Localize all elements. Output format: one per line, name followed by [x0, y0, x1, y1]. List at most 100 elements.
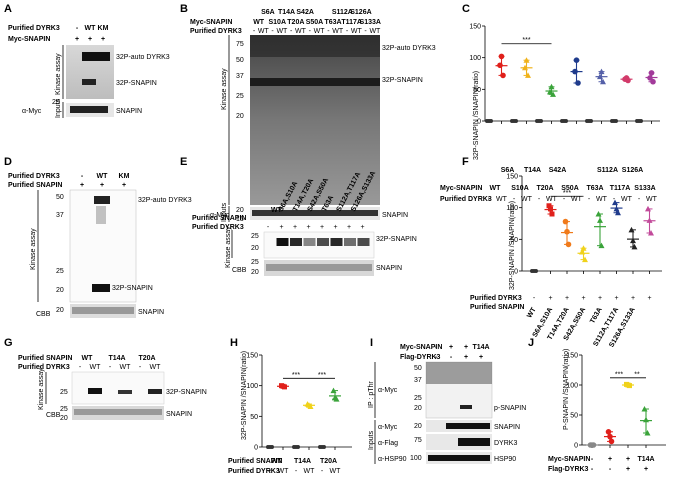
panel-c-xlabel-bottom: WT	[490, 185, 502, 192]
panel-f-point	[549, 211, 555, 217]
panel-f-dyrk3-value: +	[598, 295, 602, 302]
panel-j-row-value: T14A	[637, 456, 654, 463]
panel-g-kinase-blot	[71, 371, 165, 405]
panel-j-ylabel: P-SNAPIN /SNAPIN(ratio)	[563, 349, 570, 430]
panel-b-mw: 20	[236, 113, 244, 120]
panel-b-dyrk3-value: WT	[369, 28, 381, 35]
panel-i-heavy-chain	[426, 362, 492, 384]
panel-c: C 32P-SNAPIN /SNAPIN(ratio) 0 50 100 150 ***…	[440, 3, 660, 203]
panel-b-row-label-2: Purified DYRK3	[190, 28, 242, 35]
panel-h-row-label-2: Purified DYRK3	[228, 468, 280, 475]
panel-j-point	[607, 433, 613, 440]
panel-h-point	[307, 403, 314, 410]
panel-f-row-label-1: Purified DYRK3	[470, 295, 522, 302]
panel-b-mutant-bottom: WT	[253, 19, 265, 26]
panel-g-band-snapin	[74, 409, 162, 415]
panel-i-band-snapin	[446, 423, 490, 429]
panel-a-band-auto	[82, 52, 110, 61]
panel-b-band-snapin	[252, 210, 378, 216]
panel-e-band	[317, 238, 329, 246]
panel-a-r2-v1: +	[75, 36, 79, 43]
panel-i-row-label-2: Flag-DYRK3	[400, 354, 441, 361]
panel-b-mw: 50	[236, 57, 244, 64]
panel-f-point	[579, 249, 585, 255]
panel-c-point	[573, 57, 580, 63]
panel-c-point	[575, 80, 581, 86]
panel-j-sig-label: **	[634, 371, 640, 378]
panel-g-row-label-2: Purified DYRK3	[18, 364, 70, 371]
panel-i-band-dyrk3	[458, 438, 490, 446]
panel-j-ytick-label: 50	[570, 413, 578, 420]
panel-e-dyrk3-value: +	[306, 224, 310, 231]
panel-b-mutant-top: T14A	[278, 9, 295, 16]
panel-d-band-label-3: SNAPIN	[138, 309, 164, 316]
panel-i-row-value: +	[449, 344, 453, 351]
panel-e-band	[290, 238, 302, 246]
panel-b-letter: B	[180, 3, 188, 15]
panel-j-point	[644, 430, 651, 436]
panel-j-ytick-label: 100	[566, 383, 578, 390]
panel-f-ytick-label: 100	[506, 205, 518, 212]
panel-b-dyrk3-value: -	[327, 28, 330, 35]
panel-f-dyrk3-value: +	[565, 295, 569, 302]
panel-c-point	[597, 73, 603, 80]
panel-b-mutant-bottom: T20A	[287, 19, 304, 26]
panel-j-ytick-label: 150	[566, 353, 578, 360]
panel-b-dyrk3-value: WT	[314, 28, 326, 35]
panel-c-point	[547, 88, 553, 95]
panel-e-mw-4: 20	[251, 269, 259, 276]
panel-g-row-label-1: Purified SNAPIN	[18, 355, 72, 362]
panel-f-dyrk3-value: -	[533, 295, 536, 302]
panel-f-point	[628, 226, 635, 233]
panel-j-row-value: +	[644, 466, 648, 473]
panel-i-blot-label-4: α-HSP90	[378, 456, 407, 463]
panel-f-point	[595, 211, 602, 217]
panel-j-point	[643, 416, 649, 423]
panel-j-row-value: +	[626, 456, 630, 463]
panel-b-band-psnapin	[250, 78, 380, 86]
panel-i-inputs-label: Inputs	[368, 430, 375, 450]
panel-b-dyrk3-value: -	[253, 28, 256, 35]
panel-j-row-value: +	[608, 456, 612, 463]
panel-c-xlabel-bottom: T63A	[586, 185, 603, 192]
panel-j-row-value: -	[609, 466, 612, 473]
panel-c-letter: C	[462, 3, 470, 15]
panel-a-letter: A	[4, 3, 12, 15]
panel-d-smear	[96, 206, 106, 224]
panel-c-ytick-label: 50	[473, 87, 481, 94]
panel-e-dyrk3-value: +	[360, 224, 364, 231]
panel-i-row-values: - + + T14A - - + +	[435, 344, 490, 361]
panel-i-blot-label-3: α-Flag	[378, 440, 398, 447]
panel-i-band-psnapin	[460, 405, 472, 409]
panel-b-mw: 25	[236, 93, 244, 100]
panel-d-cbb-label: CBB	[36, 311, 51, 318]
panel-g-dyrk3-value: -	[139, 364, 142, 371]
panel-b-mw: 20	[236, 207, 244, 214]
panel-h-sig-label: ***	[318, 372, 326, 379]
panel-a-band-psnapin	[82, 79, 96, 85]
panel-d-band-snapin	[72, 307, 134, 314]
panel-d-r2-v1: +	[80, 182, 84, 189]
panel-a-row-label-2: Myc-SNAPIN	[8, 36, 50, 43]
panel-h-point	[333, 396, 340, 402]
panel-b-dyrk3-value: WT	[351, 28, 363, 35]
panel-b-mw: 15	[236, 216, 244, 223]
panel-c-ytick-label: 0	[477, 119, 481, 126]
panel-b-dyrk3-value: -	[364, 28, 367, 35]
panel-h-dyrk3-value: WT	[304, 468, 316, 475]
panel-b-dyrk3-value: WT	[332, 28, 344, 35]
panel-h-point	[330, 387, 337, 394]
panel-g-dyrk3-value: WT	[120, 364, 132, 371]
panel-j-ytick-label: 0	[574, 443, 578, 450]
panel-c-point	[625, 77, 631, 84]
panel-c-sig-label: ***	[522, 37, 530, 44]
panel-h-zero-point	[322, 445, 326, 449]
panel-f-point	[646, 217, 653, 223]
panel-f-point	[615, 209, 621, 216]
panel-c-ylabel: 32P-SNAPIN /SNAPIN(ratio)	[473, 71, 480, 160]
panel-b-mw: 37	[236, 73, 244, 80]
panel-b: B Myc-SNAPIN Purified DYRK3 S6A T14A S42A S…	[180, 3, 436, 223]
panel-b-band-label-2: 32P-SNAPIN	[382, 77, 423, 84]
